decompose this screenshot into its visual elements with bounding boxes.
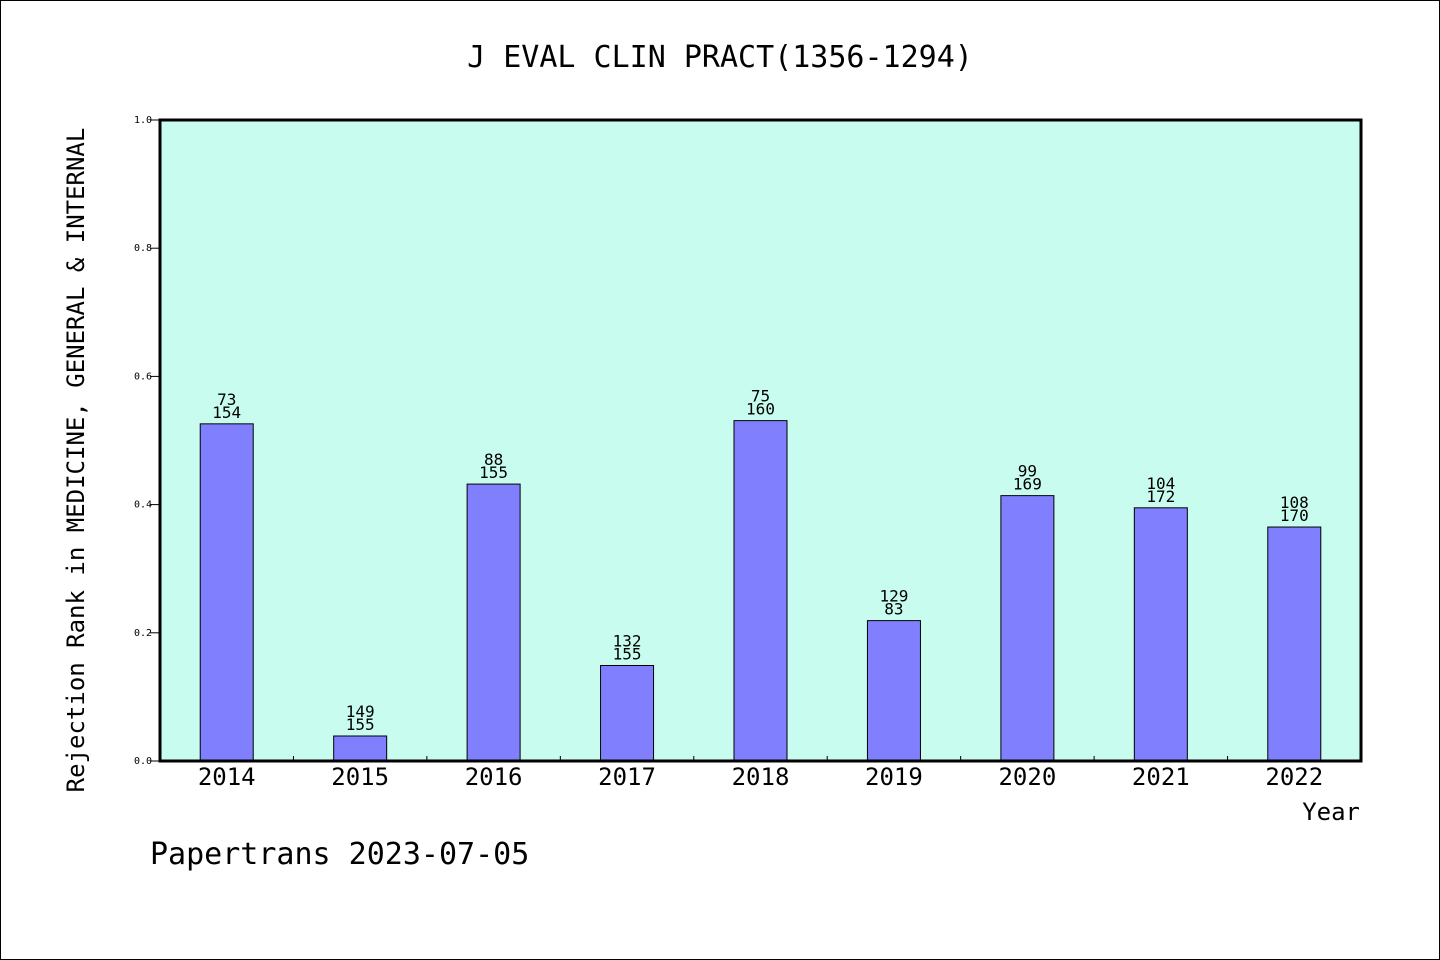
bar-2022 (1267, 526, 1322, 762)
bar-label-top-2019: 129 (879, 587, 908, 606)
y-tick-label: 0.0 (134, 756, 152, 767)
bar-label-top-2021: 104 (1146, 474, 1175, 493)
y-tick-label: 0.8 (134, 243, 152, 254)
y-tick-label: 0.2 (134, 628, 152, 639)
bar-2016 (466, 483, 521, 762)
bar-label-top-2014: 73 (217, 390, 236, 409)
bar-2020 (1000, 495, 1055, 762)
y-tick-label: 1.0 (134, 115, 152, 126)
x-tick-label-2014: 2014 (198, 763, 256, 791)
bar-label-bottom-2021: 172 (1146, 487, 1175, 506)
bar-label-bottom-2017: 155 (613, 644, 642, 663)
bar-label-top-2020: 99 (1018, 462, 1037, 481)
y-tick-label: 0.6 (134, 371, 152, 382)
x-tick-label-2022: 2022 (1265, 763, 1323, 791)
x-tick-label-2015: 2015 (331, 763, 389, 791)
bar-label-bottom-2022: 170 (1280, 506, 1309, 525)
bar-2019 (866, 620, 921, 762)
y-axis-title: Rejection Rank in MEDICINE, GENERAL & IN… (62, 128, 90, 793)
y-tick-label: 0.4 (134, 500, 152, 511)
bar-label-bottom-2020: 169 (1013, 475, 1042, 494)
bar-label-bottom-2018: 160 (746, 400, 775, 419)
x-tick-label-2019: 2019 (865, 763, 923, 791)
x-tick-label-2020: 2020 (998, 763, 1056, 791)
bar-label-top-2018: 75 (751, 387, 770, 406)
chart-title: J EVAL CLIN PRACT(1356-1294) (467, 40, 973, 75)
bars-layer (199, 420, 1322, 762)
x-tick-label-2018: 2018 (732, 763, 790, 791)
bar-label-top-2017: 132 (613, 631, 642, 650)
bar-label-bottom-2014: 154 (212, 403, 241, 422)
bar-2014 (199, 423, 254, 762)
bar-label-top-2015: 149 (346, 702, 375, 721)
bar-label-bottom-2016: 155 (479, 463, 508, 482)
bar-2018 (733, 420, 788, 762)
plot-border (158, 118, 1363, 763)
bar-label-top-2022: 108 (1280, 493, 1309, 512)
x-tick-label-2017: 2017 (598, 763, 656, 791)
bar-2017 (600, 664, 655, 762)
bar-label-bottom-2015: 155 (346, 715, 375, 734)
bar-2021 (1133, 507, 1188, 762)
x-tick-label-2021: 2021 (1132, 763, 1190, 791)
x-axis-title: Year (1302, 798, 1360, 826)
bar-2015 (333, 735, 388, 762)
bar-label-top-2016: 88 (484, 450, 503, 469)
x-axis: 2014 2015 2016 2017 2018 2019 2020 2021 2022 (198, 756, 1323, 791)
x-tick-label-2016: 2016 (465, 763, 523, 791)
footer-text: Papertrans 2023-07-05 (150, 837, 529, 872)
bar-label-bottom-2019: 83 (884, 600, 903, 619)
y-axis: 0.0 0.2 0.4 0.6 0.8 1.0 (134, 115, 160, 767)
